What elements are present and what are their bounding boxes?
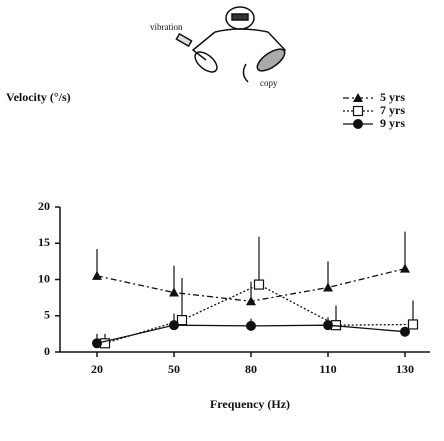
legend-label: 7 yrs — [380, 103, 405, 117]
x-tick-label: 20 — [91, 362, 103, 376]
y-tick-label: 15 — [38, 235, 50, 249]
y-tick-label: 0 — [44, 344, 50, 358]
point — [400, 326, 410, 337]
legend-label: 5 yrs — [380, 90, 405, 104]
point — [176, 315, 188, 326]
series-line — [104, 283, 414, 344]
x-tick-label: 110 — [319, 362, 336, 376]
legend-marker — [352, 105, 364, 117]
point — [253, 279, 265, 290]
x-tick-label: 80 — [245, 362, 257, 376]
point — [400, 263, 410, 273]
point — [92, 270, 102, 280]
y-axis-title: Velocity (°/s) — [6, 90, 71, 104]
legend-label: 9 yrs — [380, 116, 405, 130]
y-tick-label: 20 — [38, 199, 50, 213]
point — [92, 338, 102, 349]
illustration — [175, 6, 287, 83]
point — [169, 320, 179, 331]
point — [246, 320, 256, 331]
x-tick-label: 130 — [396, 362, 414, 376]
point — [169, 287, 179, 297]
y-tick-label: 10 — [38, 271, 50, 285]
point — [407, 319, 419, 330]
point — [323, 320, 333, 331]
annotation: copy — [260, 78, 278, 88]
y-tick-label: 5 — [44, 308, 50, 322]
point — [323, 282, 333, 292]
x-tick-label: 50 — [168, 362, 180, 376]
point — [246, 296, 256, 306]
annotation: vibration — [150, 22, 183, 32]
legend-marker — [353, 119, 363, 129]
legend-marker — [353, 93, 363, 102]
x-axis-title: Frequency (Hz) — [210, 397, 290, 411]
